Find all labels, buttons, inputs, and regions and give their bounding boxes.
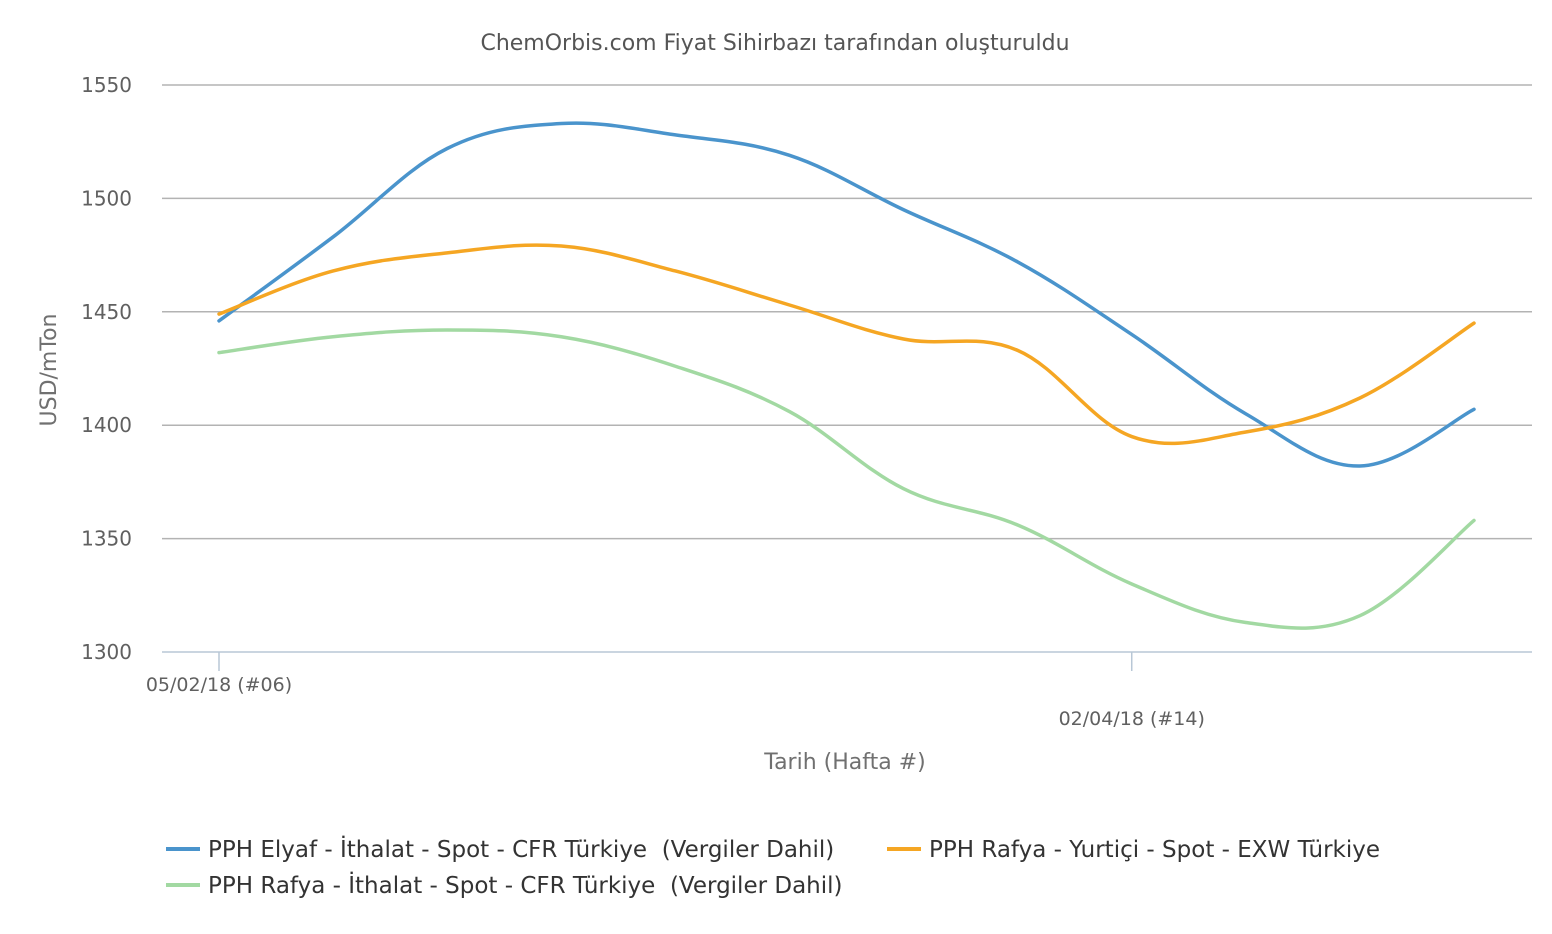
series-line-1 [217,121,1476,468]
legend-item-3[interactable]: PPH Rafya - İthalat - Spot - CFR Türkiye… [166,871,843,899]
y-tick-label: 1550 [81,73,132,97]
legend-item-1[interactable]: PPH Elyaf - İthalat - Spot - CFR Türkiye… [166,835,834,863]
legend-item-2[interactable]: PPH Rafya - Yurtiçi - Spot - EXW Türkiye [887,837,1380,863]
legend-label: PPH Rafya - Yurtiçi - Spot - EXW Türkiye [929,837,1380,863]
y-tick-label: 1450 [81,300,132,324]
y-tick-label: 1400 [81,413,132,437]
x-axis-label: Tarih (Hafta #) [763,750,925,775]
y-axis-label: USD/mTon [37,314,62,427]
x-tick-label: 05/02/18 (#06) [146,674,292,696]
series-line-2 [217,243,1476,446]
legend-label: PPH Elyaf - İthalat - Spot - CFR Türkiye… [208,835,834,863]
series-lines [217,121,1476,630]
legend-label: PPH Rafya - İthalat - Spot - CFR Türkiye… [208,871,843,899]
x-tick-label: 02/04/18 (#14) [1059,708,1205,730]
x-axis-ticks: 05/02/18 (#06) 02/04/18 (#14) [146,652,1205,730]
y-tick-label: 1500 [81,186,132,210]
y-tick-label: 1300 [81,640,132,664]
grid [162,84,1532,653]
series-line-3 [217,328,1476,630]
legend: PPH Elyaf - İthalat - Spot - CFR Türkiye… [166,835,1380,899]
chart-title: ChemOrbis.com Fiyat Sihirbazı tarafından… [480,31,1069,56]
y-tick-label: 1350 [81,527,132,551]
y-axis-ticks: 1300 1350 1400 1450 1500 1550 [81,73,132,664]
